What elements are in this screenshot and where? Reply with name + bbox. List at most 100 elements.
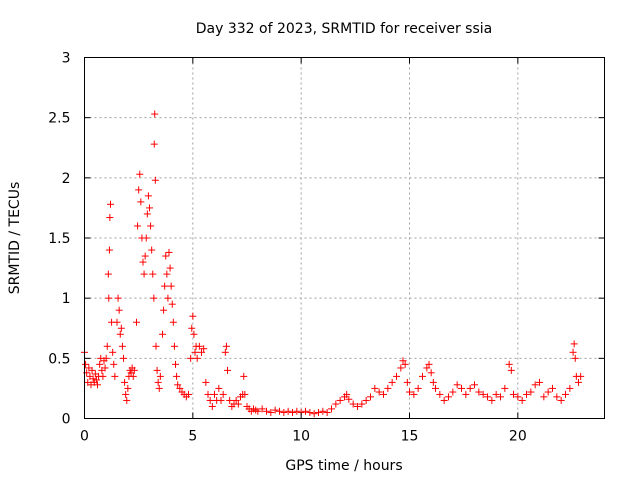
data-point xyxy=(113,318,121,326)
data-point xyxy=(540,393,548,401)
data-point xyxy=(161,282,169,290)
data-point xyxy=(88,366,96,374)
data-point xyxy=(271,406,279,414)
data-point xyxy=(436,390,444,398)
data-point xyxy=(174,381,182,389)
y-tick-label: 2.5 xyxy=(48,111,70,127)
data-point xyxy=(148,246,156,254)
data-point xyxy=(224,366,231,374)
data-point xyxy=(123,396,131,404)
data-point xyxy=(166,264,174,272)
data-point xyxy=(143,210,151,218)
data-point xyxy=(414,384,422,392)
data-point xyxy=(358,400,366,408)
data-point xyxy=(102,354,110,362)
data-point xyxy=(527,388,535,396)
data-point xyxy=(141,252,149,260)
data-point xyxy=(111,372,119,380)
data-point xyxy=(167,282,175,290)
data-point xyxy=(241,390,249,398)
data-point xyxy=(135,186,143,194)
data-point xyxy=(200,345,208,353)
data-point xyxy=(114,294,122,302)
data-point xyxy=(222,342,230,350)
data-point xyxy=(137,198,145,206)
data-point xyxy=(101,364,109,372)
data-point xyxy=(362,396,370,404)
data-point xyxy=(575,378,582,386)
data-point xyxy=(208,402,216,410)
data-point xyxy=(440,396,448,404)
data-point xyxy=(168,300,176,308)
y-tick-label: 2 xyxy=(62,171,71,187)
data-point xyxy=(240,372,248,380)
data-point xyxy=(153,366,161,374)
data-point xyxy=(536,378,543,386)
data-point xyxy=(150,294,158,302)
data-point xyxy=(367,393,374,401)
data-point xyxy=(276,407,283,415)
data-point xyxy=(310,410,318,418)
data-point xyxy=(164,294,172,302)
data-point xyxy=(453,381,461,389)
data-point xyxy=(510,390,517,398)
data-point xyxy=(165,248,173,256)
data-point xyxy=(577,372,585,380)
data-point xyxy=(403,378,411,386)
data-point xyxy=(105,246,113,254)
y-tick-label: 3 xyxy=(62,51,71,67)
data-point xyxy=(202,378,210,386)
data-point xyxy=(139,258,147,266)
data-point xyxy=(124,384,132,392)
data-point xyxy=(96,360,104,368)
data-point xyxy=(371,384,379,392)
data-point xyxy=(397,364,405,372)
data-point xyxy=(104,270,112,278)
data-point xyxy=(163,270,171,278)
data-point xyxy=(569,348,577,356)
data-point xyxy=(484,393,491,401)
data-point xyxy=(458,384,465,392)
data-point xyxy=(195,342,203,350)
data-point xyxy=(110,360,118,368)
plot-frame xyxy=(84,57,605,419)
data-point xyxy=(215,384,223,392)
data-point xyxy=(159,330,166,338)
data-point xyxy=(109,348,117,356)
data-point xyxy=(284,407,292,415)
data-point xyxy=(445,393,452,401)
data-point xyxy=(462,390,470,398)
data-point xyxy=(219,390,227,398)
chart-title: Day 332 of 2023, SRMTID for receiver ssi… xyxy=(196,21,492,37)
data-point xyxy=(190,330,198,338)
data-point xyxy=(471,381,478,389)
data-point xyxy=(531,381,539,389)
data-point xyxy=(497,393,504,401)
data-point xyxy=(343,390,351,398)
data-point xyxy=(289,408,296,416)
data-point xyxy=(475,388,483,396)
data-point xyxy=(401,360,409,368)
data-point xyxy=(429,378,437,386)
data-point xyxy=(553,393,561,401)
data-point xyxy=(323,408,331,416)
data-point xyxy=(94,381,101,389)
data-point xyxy=(155,384,163,392)
y-tick-label: 1 xyxy=(62,291,71,307)
data-point xyxy=(319,407,327,415)
data-point xyxy=(423,364,431,372)
data-point xyxy=(384,384,392,392)
data-point xyxy=(172,360,179,368)
data-point xyxy=(211,390,218,398)
data-point xyxy=(380,390,387,398)
data-point xyxy=(193,354,201,362)
data-point xyxy=(523,390,530,398)
data-point xyxy=(501,384,509,392)
data-point xyxy=(557,396,565,404)
data-point xyxy=(393,372,400,380)
data-point xyxy=(191,348,199,356)
data-point xyxy=(479,390,487,398)
data-point xyxy=(410,390,418,398)
tick-layer: 0 5 10 15 20 0 0.5 1 1.5 2 2.5 3 xyxy=(48,51,605,445)
